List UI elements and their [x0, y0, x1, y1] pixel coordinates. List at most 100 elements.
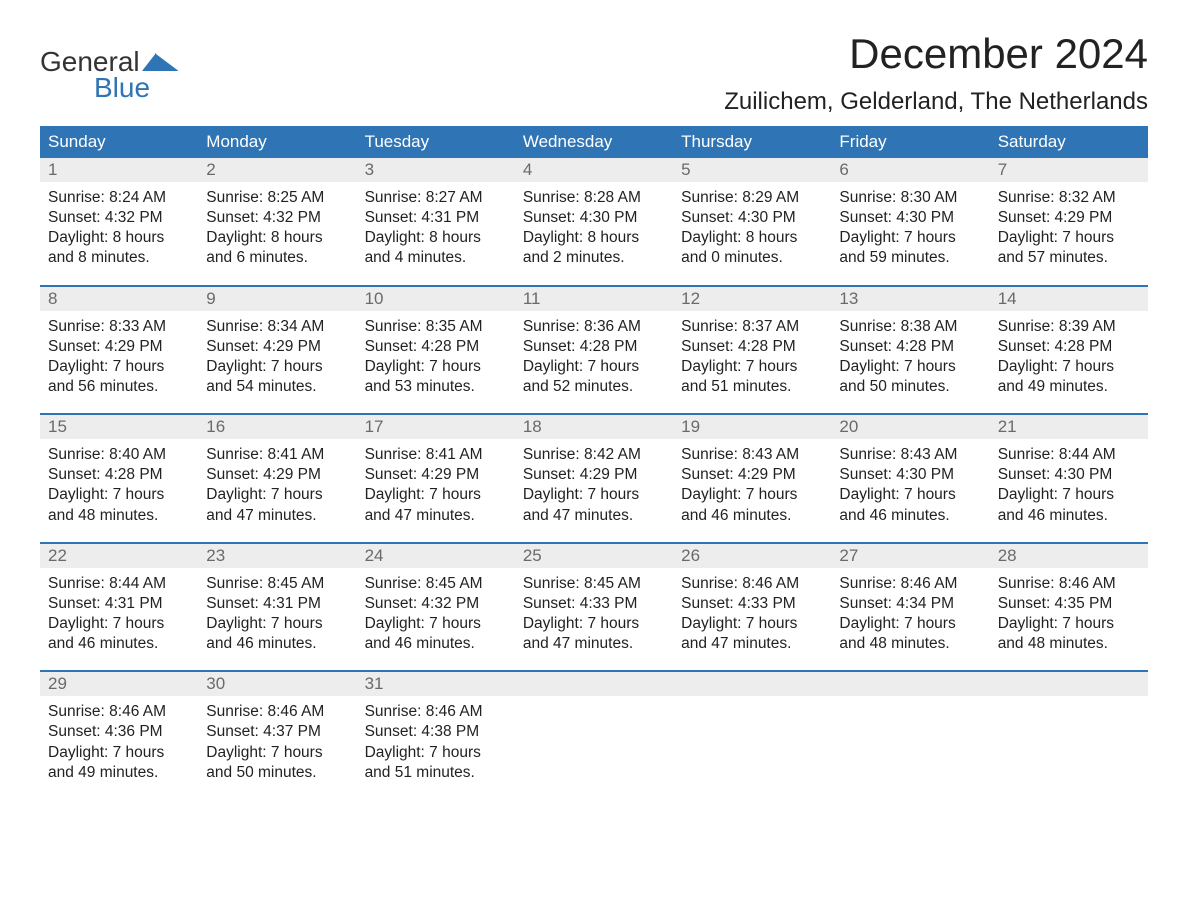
daylight-text-line1: Daylight: 8 hours — [365, 228, 507, 248]
daylight-text-line1: Daylight: 7 hours — [365, 743, 507, 763]
day-cell: Sunrise: 8:33 AMSunset: 4:29 PMDaylight:… — [40, 311, 198, 400]
sunset-text: Sunset: 4:32 PM — [365, 594, 507, 614]
daylight-text-line2: and 52 minutes. — [523, 377, 665, 397]
day-number: 10 — [357, 287, 515, 311]
month-title: December 2024 — [724, 30, 1148, 78]
sunset-text: Sunset: 4:28 PM — [998, 337, 1140, 357]
sunrise-text: Sunrise: 8:45 AM — [206, 574, 348, 594]
sunset-text: Sunset: 4:28 PM — [681, 337, 823, 357]
logo-flag-icon — [142, 53, 156, 71]
week-block: 22232425262728 Sunrise: 8:44 AM Sunset: 4:… — [40, 542, 1148, 657]
sunrise-text: Sunrise: 8:45 AM — [523, 574, 665, 594]
daylight-text-line2: and 46 minutes. — [998, 506, 1140, 526]
day-number: 24 — [357, 544, 515, 568]
daylight-text-line2: and 47 minutes. — [523, 634, 665, 654]
sunset-text: Sunset: 4:30 PM — [681, 208, 823, 228]
sunset-text: Sunset: 4:36 PM — [48, 722, 190, 742]
daynum-row: 1234567 — [40, 158, 1148, 182]
day-cell: Sunrise: 8:46 AMSunset: 4:35 PMDaylight:… — [990, 568, 1148, 657]
daylight-text-line1: Daylight: 7 hours — [839, 614, 981, 634]
week-block: 15161718192021Sunrise: 8:40 AMSunset: 4:… — [40, 413, 1148, 528]
weeks-container: 1234567Sunrise: 8:24 AMSunset: 4:32 PMDa… — [40, 158, 1148, 785]
day-number: 31 — [357, 672, 515, 696]
sunrise-text: Sunrise: 8:42 AM — [523, 445, 665, 465]
sunrise-text: Sunrise: 8:32 AM — [998, 188, 1140, 208]
daynum-row: 15161718192021 — [40, 415, 1148, 439]
daylight-text-line1: Daylight: 7 hours — [523, 614, 665, 634]
daylight-text-line2: and 46 minutes. — [365, 634, 507, 654]
sunrise-text: Sunrise: 8:35 AM — [365, 317, 507, 337]
day-cell — [673, 696, 831, 785]
sunrise-text: Sunrise: 8:36 AM — [523, 317, 665, 337]
weekday-header-row: Sunday Monday Tuesday Wednesday Thursday… — [40, 126, 1148, 158]
sunrise-text: Sunrise: 8:44 AM — [48, 574, 190, 594]
day-cell: Sunrise: 8:44 AMSunset: 4:30 PMDaylight:… — [990, 439, 1148, 528]
sunset-text: Sunset: 4:29 PM — [523, 465, 665, 485]
daylight-text-line2: and 51 minutes. — [365, 763, 507, 783]
sunset-text: Sunset: 4:33 PM — [523, 594, 665, 614]
daylight-text-line1: Daylight: 7 hours — [365, 614, 507, 634]
day-cell: Sunrise: 8:29 AMSunset: 4:30 PMDaylight:… — [673, 182, 831, 271]
day-number: 28 — [990, 544, 1148, 568]
daylight-text-line2: and 48 minutes. — [998, 634, 1140, 654]
daylight-text-line1: Daylight: 7 hours — [998, 485, 1140, 505]
day-number: 3 — [357, 158, 515, 182]
daylight-text-line2: and 47 minutes. — [206, 506, 348, 526]
sunrise-text: Sunrise: 8:39 AM — [998, 317, 1140, 337]
title-block: December 2024 Zuilichem, Gelderland, The… — [724, 30, 1148, 116]
daylight-text-line1: Daylight: 7 hours — [998, 228, 1140, 248]
sunset-text: Sunset: 4:31 PM — [206, 594, 348, 614]
day-cell: Sunrise: 8:46 AMSunset: 4:34 PMDaylight:… — [831, 568, 989, 657]
daylight-text-line2: and 48 minutes. — [839, 634, 981, 654]
sunset-text: Sunset: 4:38 PM — [365, 722, 507, 742]
day-number: 4 — [515, 158, 673, 182]
daylight-text-line2: and 50 minutes. — [839, 377, 981, 397]
day-number: 17 — [357, 415, 515, 439]
day-number — [515, 672, 673, 696]
sunrise-text: Sunrise: 8:43 AM — [839, 445, 981, 465]
day-cell: Sunrise: 8:46 AMSunset: 4:38 PMDaylight:… — [357, 696, 515, 785]
daylight-text-line1: Daylight: 7 hours — [998, 357, 1140, 377]
day-cell: Sunrise: 8:46 AMSunset: 4:36 PMDaylight:… — [40, 696, 198, 785]
daylight-text-line2: and 47 minutes. — [523, 506, 665, 526]
day-number: 21 — [990, 415, 1148, 439]
logo-flag2-icon — [155, 53, 179, 71]
daylight-text-line2: and 59 minutes. — [839, 248, 981, 268]
daylight-text-line2: and 8 minutes. — [48, 248, 190, 268]
sunrise-text: Sunrise: 8:37 AM — [681, 317, 823, 337]
sunset-text: Sunset: 4:35 PM — [998, 594, 1140, 614]
daylight-text-line1: Daylight: 7 hours — [365, 485, 507, 505]
sunrise-text: Sunrise: 8:38 AM — [839, 317, 981, 337]
weekday-header: Saturday — [990, 126, 1148, 158]
day-cell: Sunrise: 8:30 AMSunset: 4:30 PMDaylight:… — [831, 182, 989, 271]
day-cell — [515, 696, 673, 785]
daylight-text-line1: Daylight: 7 hours — [206, 485, 348, 505]
day-number: 11 — [515, 287, 673, 311]
day-cell: Sunrise: 8:46 AMSunset: 4:37 PMDaylight:… — [198, 696, 356, 785]
sunrise-text: Sunrise: 8:46 AM — [839, 574, 981, 594]
logo-text-blue: Blue — [40, 74, 179, 102]
day-cell: Sunrise: 8:38 AMSunset: 4:28 PMDaylight:… — [831, 311, 989, 400]
daylight-text-line1: Daylight: 7 hours — [206, 743, 348, 763]
day-cell: Sunrise: 8:35 AMSunset: 4:28 PMDaylight:… — [357, 311, 515, 400]
daynum-row: 22232425262728 — [40, 544, 1148, 568]
daylight-text-line1: Daylight: 7 hours — [839, 228, 981, 248]
day-cell — [831, 696, 989, 785]
day-number: 7 — [990, 158, 1148, 182]
sunset-text: Sunset: 4:30 PM — [839, 465, 981, 485]
sunset-text: Sunset: 4:28 PM — [839, 337, 981, 357]
sunset-text: Sunset: 4:29 PM — [365, 465, 507, 485]
day-number: 1 — [40, 158, 198, 182]
day-number — [673, 672, 831, 696]
daylight-text-line2: and 53 minutes. — [365, 377, 507, 397]
weekday-header: Tuesday — [357, 126, 515, 158]
weekday-header: Monday — [198, 126, 356, 158]
logo: General Blue — [40, 30, 179, 102]
sunset-text: Sunset: 4:34 PM — [839, 594, 981, 614]
sunset-text: Sunset: 4:32 PM — [48, 208, 190, 228]
daylight-text-line2: and 0 minutes. — [681, 248, 823, 268]
day-cell: Sunrise: 8:45 AMSunset: 4:31 PMDaylight:… — [198, 568, 356, 657]
day-data-row: Sunrise: 8:46 AMSunset: 4:36 PMDaylight:… — [40, 696, 1148, 785]
daylight-text-line2: and 49 minutes. — [48, 763, 190, 783]
weekday-header: Wednesday — [515, 126, 673, 158]
